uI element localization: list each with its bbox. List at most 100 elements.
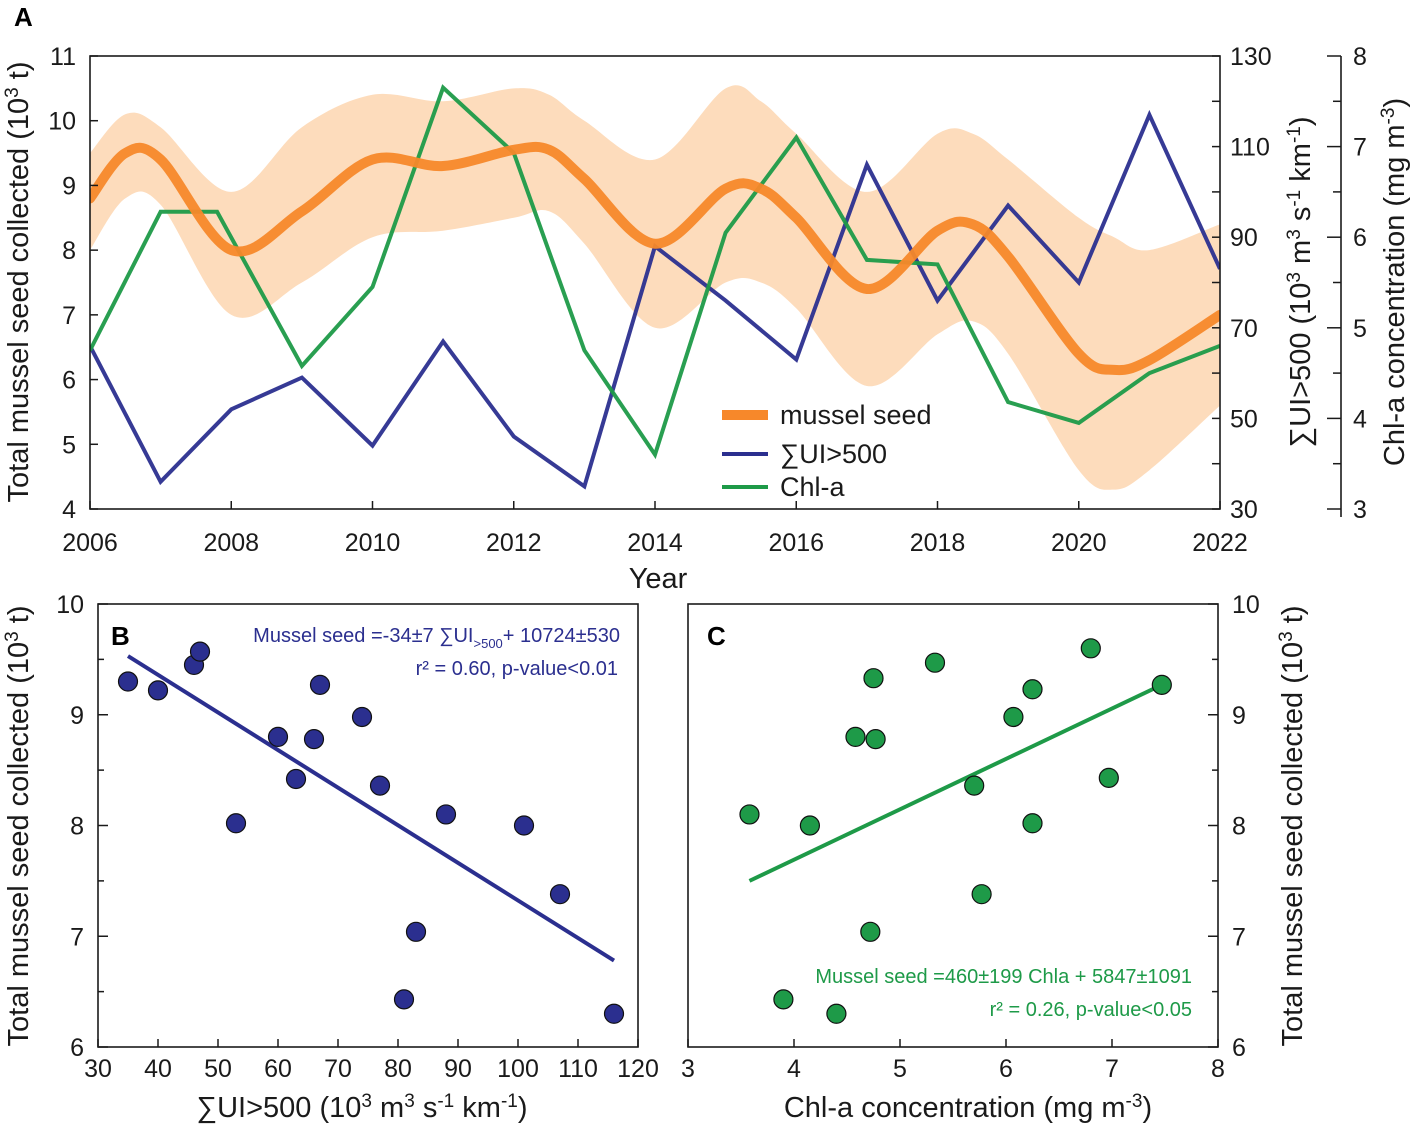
a-ytick-right1-label: 130 bbox=[1230, 43, 1272, 71]
c-point bbox=[971, 884, 992, 905]
a-ylabel-right1: ∑UI>500 (103 m3 s-1 km-1) bbox=[1284, 116, 1317, 447]
panel-label-b: B bbox=[111, 621, 130, 651]
c-point bbox=[845, 726, 866, 748]
a-xtick-label: 2020 bbox=[1051, 529, 1107, 557]
a-ytick-right2-label: 4 bbox=[1353, 405, 1367, 433]
c-ytick-label: 10 bbox=[1232, 591, 1260, 619]
c-xtick-label: 8 bbox=[1211, 1055, 1225, 1083]
a-xtick-label: 2018 bbox=[910, 529, 966, 557]
c-point bbox=[1022, 813, 1043, 834]
b-point bbox=[603, 1003, 625, 1024]
b-point bbox=[147, 680, 169, 701]
legend: mussel seed ∑UI>500 Chl-a bbox=[722, 400, 932, 502]
a-ytick-left-label: 6 bbox=[62, 367, 76, 395]
c-equation: Mussel seed =460±199 Chla + 5847±1091 bbox=[815, 966, 1192, 988]
b-ytick-label: 8 bbox=[70, 813, 84, 841]
b-point bbox=[393, 989, 415, 1010]
a-xtick-label: 2012 bbox=[486, 529, 542, 557]
b-point bbox=[285, 768, 307, 790]
c-ytick-label: 8 bbox=[1232, 813, 1246, 841]
a-ytick-right2-label: 5 bbox=[1353, 315, 1367, 343]
b-ytick-label: 10 bbox=[56, 591, 84, 619]
b-point bbox=[303, 729, 325, 750]
c-stats: r² = 0.26, p-value<0.05 bbox=[990, 999, 1192, 1021]
a-xtick-label: 2006 bbox=[62, 529, 118, 557]
a-ylabel-right2: Chl-a concentration (mg m-3) bbox=[1378, 98, 1411, 466]
b-xtick-label: 30 bbox=[84, 1055, 112, 1083]
a-ytick-left-label: 10 bbox=[48, 108, 76, 136]
panel-label-c: C bbox=[707, 621, 726, 651]
c-xtick-label: 3 bbox=[681, 1055, 695, 1083]
c-point bbox=[773, 989, 794, 1010]
a-ytick-right2-label: 7 bbox=[1353, 134, 1367, 162]
c-point bbox=[863, 668, 884, 689]
a-ytick-left-label: 7 bbox=[62, 302, 76, 330]
b-xtick-label: 120 bbox=[617, 1055, 659, 1083]
a-xtick-label: 2022 bbox=[1192, 529, 1248, 557]
c-xtick-label: 6 bbox=[999, 1055, 1013, 1083]
a-ytick-left-label: 4 bbox=[62, 496, 76, 524]
a-ytick-right2-label: 8 bbox=[1353, 43, 1367, 71]
a-xlabel: Year bbox=[629, 563, 688, 595]
panel-label-a: A bbox=[14, 2, 33, 32]
c-point bbox=[1003, 706, 1024, 728]
b-ytick-label: 7 bbox=[70, 923, 84, 951]
b-ylabel: Total mussel seed collected (103 t) bbox=[2, 606, 35, 1047]
c-xtick-label: 4 bbox=[787, 1055, 801, 1083]
c-xtick-label: 7 bbox=[1105, 1055, 1119, 1083]
mussel-seed-line bbox=[90, 141, 1220, 376]
a-ytick-left-label: 5 bbox=[62, 431, 76, 459]
b-ytick-label: 6 bbox=[70, 1034, 84, 1062]
b-point bbox=[351, 706, 373, 728]
a-ytick-right1-label: 50 bbox=[1230, 405, 1258, 433]
c-point bbox=[1151, 674, 1172, 695]
b-point bbox=[435, 804, 457, 825]
b-xtick-label: 80 bbox=[384, 1055, 412, 1083]
panel-b: B 30 40 50 60 70 80 90 100 110 120 6 7 8 9 10 Mussel s… bbox=[2, 591, 659, 1124]
b-xtick-label: 90 bbox=[444, 1055, 472, 1083]
b-xtick-label: 60 bbox=[264, 1055, 292, 1083]
a-ytick-right1-label: 90 bbox=[1230, 224, 1258, 252]
a-xtick-label: 2016 bbox=[768, 529, 824, 557]
c-point bbox=[1098, 767, 1119, 788]
a-xtick-label: 2008 bbox=[203, 529, 259, 557]
mussel-seed-uncertainty-band bbox=[90, 85, 1220, 490]
c-fit-line bbox=[748, 683, 1163, 883]
c-ytick-label: 9 bbox=[1232, 702, 1246, 730]
a-ytick-right1-label: 70 bbox=[1230, 315, 1258, 343]
c-xlabel: Chl-a concentration (mg m-3) bbox=[784, 1091, 1152, 1124]
a-xtick-label: 2010 bbox=[345, 529, 401, 557]
c-point bbox=[924, 652, 946, 673]
b-xtick-label: 50 bbox=[204, 1055, 232, 1083]
b-point bbox=[369, 775, 391, 796]
legend-label-sui: ∑UI>500 bbox=[780, 439, 887, 469]
b-xtick-label: 100 bbox=[497, 1055, 539, 1083]
b-point bbox=[309, 674, 331, 695]
a-ytick-left-label: 8 bbox=[62, 237, 76, 265]
c-point bbox=[739, 804, 760, 825]
a-ytick-right1-label: 30 bbox=[1230, 496, 1258, 524]
a-ytick-left-label: 11 bbox=[50, 43, 76, 71]
legend-label-chl: Chl-a bbox=[780, 472, 846, 502]
b-xtick-label: 40 bbox=[144, 1055, 172, 1083]
b-point bbox=[405, 921, 427, 942]
c-ylabel: Total mussel seed collected (103 t) bbox=[1276, 606, 1309, 1047]
c-xtick-label: 5 bbox=[893, 1055, 907, 1083]
b-point bbox=[189, 641, 211, 662]
a-ytick-right1-label: 110 bbox=[1230, 134, 1270, 162]
b-xtick-label: 70 bbox=[324, 1055, 352, 1083]
b-ytick-label: 9 bbox=[70, 702, 84, 730]
c-ytick-label: 7 bbox=[1232, 923, 1246, 951]
a-xtick-label: 2014 bbox=[627, 529, 683, 557]
c-point bbox=[865, 729, 886, 750]
a-ytick-right2-label: 6 bbox=[1353, 224, 1367, 252]
b-stats: r² = 0.60, p-value<0.01 bbox=[416, 658, 618, 680]
b-point bbox=[117, 671, 139, 692]
panel-a: A 2006 2008 2010 2012 2014 2016 2018 2020 2022 4 5… bbox=[2, 2, 1411, 595]
b-point bbox=[225, 813, 247, 834]
b-point bbox=[513, 815, 535, 836]
b-xtick-label: 110 bbox=[558, 1055, 598, 1083]
c-point bbox=[964, 775, 985, 796]
